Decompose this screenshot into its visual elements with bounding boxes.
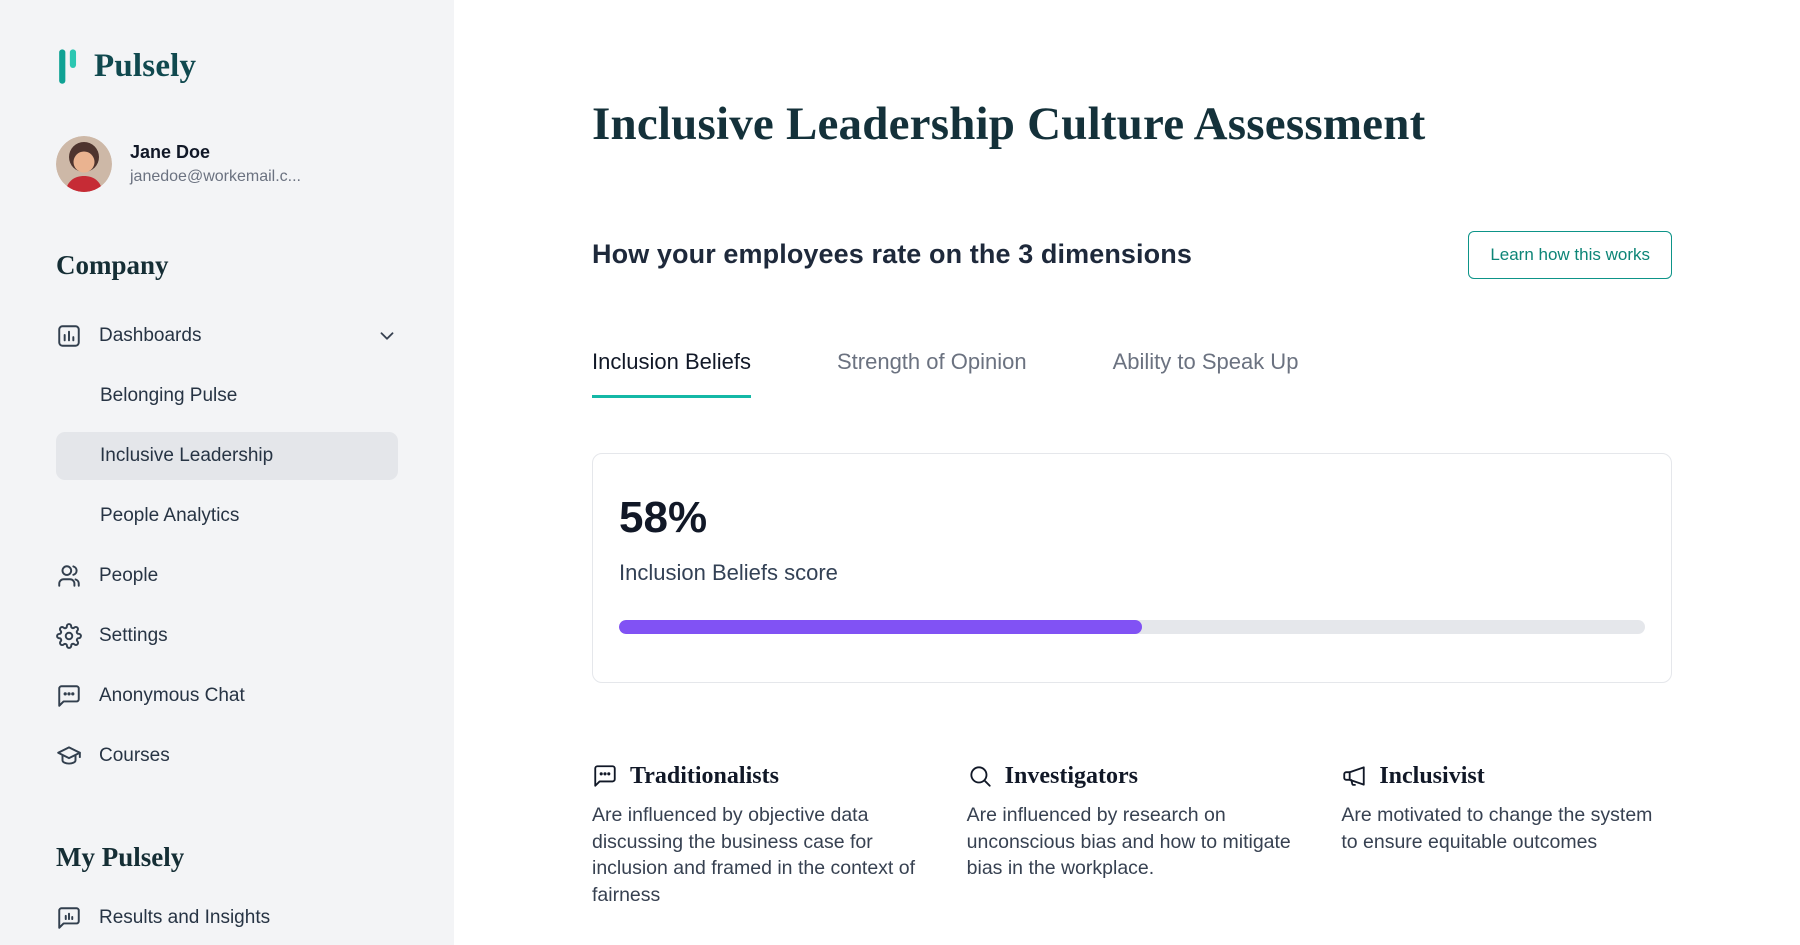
user-email: janedoe@workemail.c... [130, 168, 301, 185]
sidebar-item-people[interactable]: People [56, 546, 398, 606]
graduation-cap-icon [56, 743, 82, 769]
gear-icon [56, 623, 82, 649]
bar-chart-icon [56, 323, 82, 349]
sidebar-item-label: Anonymous Chat [99, 685, 245, 706]
user-name: Jane Doe [130, 142, 211, 162]
sidebar-item-results-and-insights[interactable]: Results and Insights [56, 888, 398, 945]
sidebar-item-people-analytics[interactable]: People Analytics [56, 486, 398, 546]
persona-description: Are influenced by objective data discuss… [592, 803, 916, 907]
chevron-down-icon[interactable] [376, 325, 398, 347]
sidebar: Pulsely Jane Doe janedoe@workemail.c... … [0, 0, 454, 945]
tab-strength-of-opinion[interactable]: Strength of Opinion [836, 348, 1027, 374]
score-label: Inclusion Beliefs score [619, 559, 838, 585]
score-value: 58% [619, 492, 708, 542]
sidebar-item-anonymous-chat[interactable]: Anonymous Chat [56, 666, 398, 726]
progress-fill [619, 619, 1143, 634]
persona-traditionalists: Traditionalists Are influenced by object… [592, 763, 923, 910]
avatar [56, 136, 112, 192]
section-heading: How your employees rate on the 3 dimensi… [592, 239, 1192, 270]
score-card: 58% Inclusion Beliefs score [592, 452, 1672, 683]
persona-title: Traditionalists [630, 762, 779, 789]
page-title: Inclusive Leadership Culture Assessment [592, 98, 1426, 150]
brand-name: Pulsely [94, 47, 197, 84]
learn-how-this-works-button[interactable]: Learn how this works [1468, 230, 1672, 279]
persona-header: Traditionalists [592, 763, 923, 790]
megaphone-icon [1341, 763, 1367, 789]
persona-title: Investigators [1004, 762, 1138, 789]
sidebar-item-label: People Analytics [100, 505, 240, 526]
persona-inclusivist: Inclusivist Are motivated to change the … [1341, 763, 1672, 910]
user-profile: Jane Doe janedoe@workemail.c... [56, 136, 398, 192]
sidebar-item-label: Inclusive Leadership [100, 445, 274, 466]
persona-description: Are motivated to change the system to en… [1341, 803, 1653, 853]
main-content: Inclusive Leadership Culture Assessment … [454, 0, 1800, 945]
persona-columns: Traditionalists Are influenced by object… [592, 763, 1672, 910]
people-icon [56, 563, 82, 589]
sidebar-item-label: Dashboards [99, 325, 202, 346]
search-icon [967, 763, 993, 789]
sidebar-item-label: People [99, 565, 159, 586]
sidebar-item-belonging-pulse[interactable]: Belonging Pulse [56, 366, 398, 426]
sidebar-nav-my-pulsely: Results and Insights [56, 888, 398, 945]
insights-bubble-icon [56, 905, 82, 931]
sidebar-item-dashboards[interactable]: Dashboards [56, 306, 398, 366]
pulsely-logo-icon [56, 48, 82, 84]
chat-icon [592, 763, 618, 789]
dimension-tabs: Inclusion Beliefs Strength of Opinion Ab… [592, 349, 1672, 398]
sidebar-section-my-pulsely: My Pulsely [56, 842, 185, 872]
persona-header: Inclusivist [1341, 763, 1672, 790]
persona-description: Are influenced by research on unconsciou… [966, 803, 1291, 880]
sidebar-item-label: Settings [99, 625, 168, 646]
brand-logo[interactable]: Pulsely [56, 46, 398, 86]
tab-inclusion-beliefs[interactable]: Inclusion Beliefs [592, 349, 751, 398]
progress-track [619, 619, 1645, 634]
user-meta: Jane Doe janedoe@workemail.c... [130, 142, 301, 186]
sidebar-item-label: Results and Insights [99, 907, 271, 928]
sidebar-section-company: Company [56, 250, 169, 280]
sidebar-item-settings[interactable]: Settings [56, 606, 398, 666]
chat-bubble-icon [56, 683, 82, 709]
sidebar-item-courses[interactable]: Courses [56, 726, 398, 786]
sidebar-nav: Dashboards Belonging Pulse Inclusive Lea… [56, 306, 398, 786]
tab-ability-to-speak-up[interactable]: Ability to Speak Up [1112, 348, 1299, 374]
persona-investigators: Investigators Are influenced by research… [967, 763, 1298, 910]
sidebar-item-label: Courses [99, 745, 170, 766]
section-header-row: How your employees rate on the 3 dimensi… [592, 230, 1672, 279]
sidebar-item-label: Belonging Pulse [100, 385, 238, 406]
sidebar-item-inclusive-leadership[interactable]: Inclusive Leadership [56, 426, 398, 486]
persona-title: Inclusivist [1379, 762, 1485, 789]
persona-header: Investigators [967, 763, 1298, 790]
